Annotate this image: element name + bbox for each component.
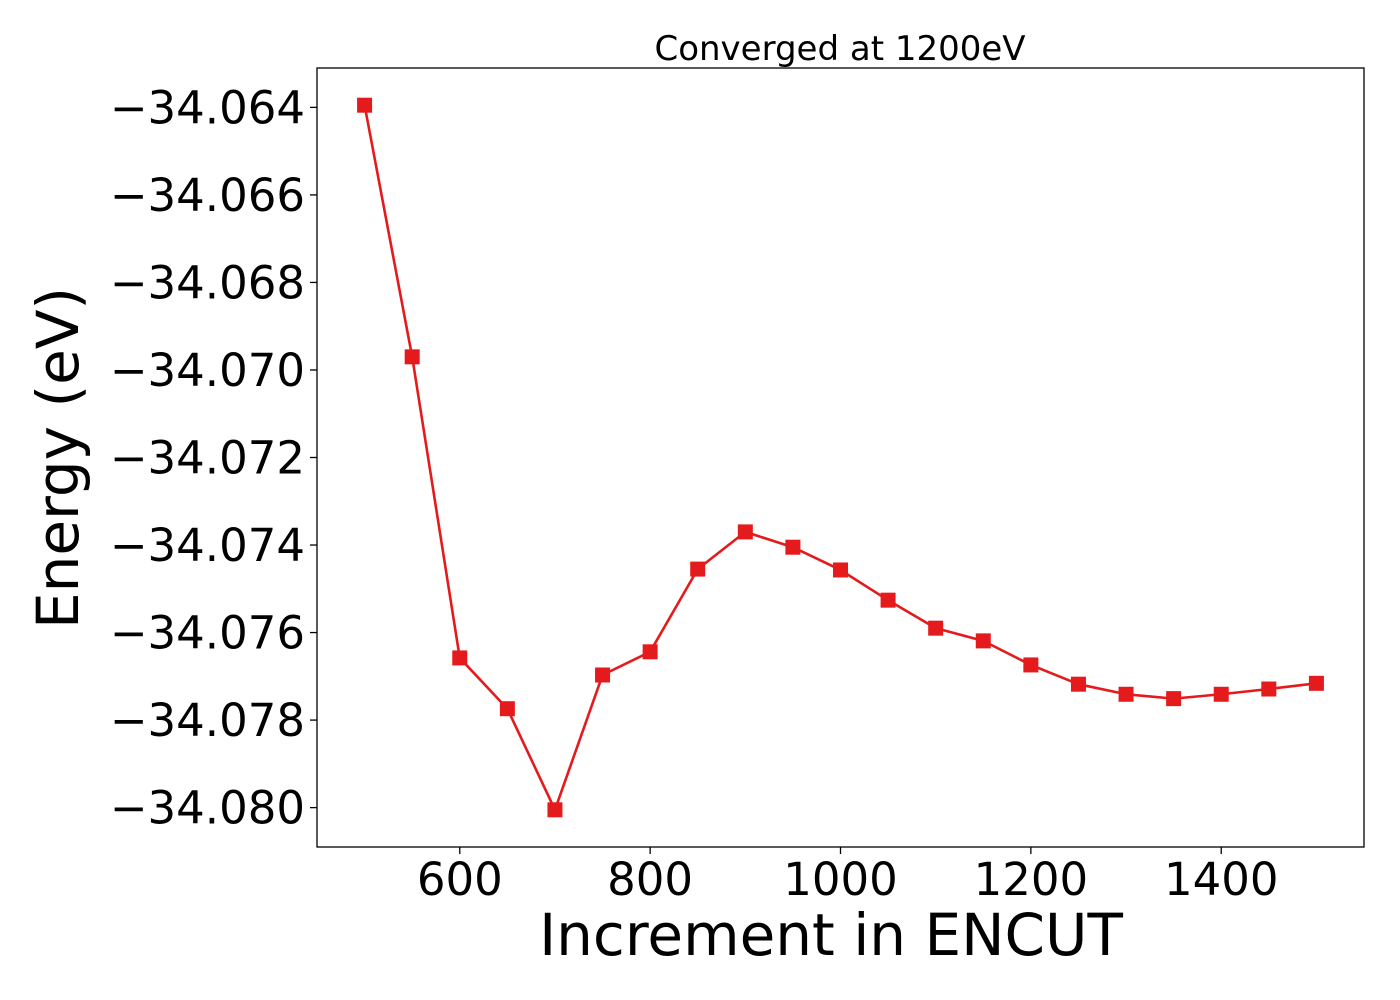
data-point-marker	[452, 650, 468, 666]
chart-title: Converged at 1200eV	[654, 29, 1025, 69]
y-tick-label: −34.074	[110, 519, 305, 572]
y-axis-ticks: −34.064 −34.066 −34.068 −34.070 −34.072 −34.0…	[110, 81, 317, 835]
data-point-marker	[833, 562, 848, 578]
y-tick-label: −34.080	[110, 782, 305, 835]
y-axis-label: Energy (eV)	[24, 287, 92, 629]
data-point-marker	[1166, 691, 1182, 707]
data-point-marker	[642, 644, 658, 660]
data-point-marker	[785, 539, 801, 555]
x-axis-ticks: 600 800 1000 1200 1400	[417, 847, 1279, 906]
x-tick-label: 1200	[974, 853, 1089, 906]
data-point-marker	[595, 667, 611, 683]
plot-area-frame	[316, 67, 1365, 848]
x-tick-label: 600	[417, 853, 503, 906]
y-tick-label: −34.066	[110, 169, 305, 222]
data-point-marker	[1308, 675, 1324, 691]
data-point-marker	[1213, 686, 1229, 702]
data-point-marker	[1070, 676, 1086, 692]
data-point-marker	[547, 802, 563, 818]
data-point-marker	[928, 620, 944, 636]
data-point-marker	[880, 592, 896, 608]
data-point-marker	[357, 97, 373, 113]
data-point-marker	[1118, 686, 1134, 702]
y-tick-label: −34.072	[110, 432, 305, 485]
x-tick-label: 1400	[1164, 853, 1279, 906]
y-tick-label: −34.070	[110, 344, 305, 397]
data-point-marker	[404, 349, 420, 365]
y-tick-label: −34.064	[110, 81, 305, 134]
data-point-marker	[690, 561, 706, 577]
y-tick-label: −34.078	[110, 694, 305, 747]
x-tick-label: 1000	[783, 853, 898, 906]
data-point-marker	[499, 701, 515, 717]
data-point-marker	[975, 633, 991, 649]
data-point-marker	[1261, 681, 1277, 697]
data-point-marker	[1023, 657, 1039, 673]
y-tick-label: −34.068	[110, 256, 305, 309]
x-axis-label: Increment in ENCUT	[539, 901, 1123, 969]
series-group	[357, 97, 1324, 818]
x-tick-label: 800	[607, 853, 693, 906]
data-point-marker	[737, 524, 753, 540]
y-tick-label: −34.076	[110, 607, 305, 660]
